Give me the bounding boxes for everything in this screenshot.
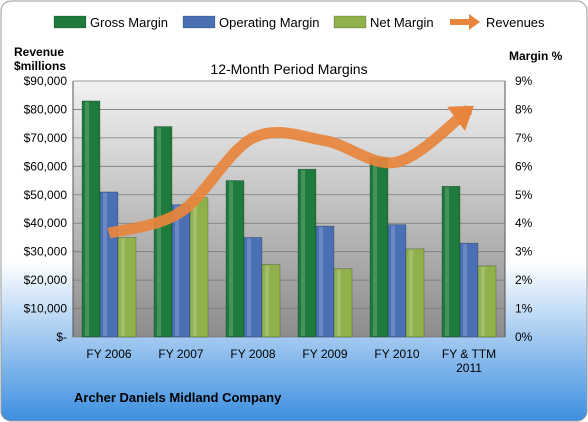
bar-highlight	[481, 266, 485, 336]
bar-gross-margin	[81, 100, 101, 338]
right-tick-label: 4%	[515, 216, 533, 230]
right-tick-label: 7%	[515, 131, 533, 145]
category-label: FY 2007	[158, 347, 203, 361]
left-axis-title-line2: $millions	[14, 59, 66, 73]
bar-highlight	[337, 269, 341, 336]
bar-highlight	[121, 238, 125, 336]
left-axis-ticks: $- $10,000 $20,000 $30,000 $40,000 $50,000 $60…	[24, 74, 68, 344]
legend-label-net-margin: Net Margin	[370, 15, 434, 30]
legend-label-operating-margin: Operating Margin	[219, 15, 319, 30]
left-tick-label: $50,000	[24, 188, 68, 202]
category-label: FY 2010	[374, 347, 419, 361]
left-tick-label: $20,000	[24, 273, 68, 287]
bar-net-margin	[117, 237, 137, 338]
bar-gross-margin	[153, 126, 173, 338]
bar-highlight	[175, 205, 179, 336]
bar-net-margin	[261, 264, 281, 338]
chart-title: 12-Month Period Margins	[210, 61, 367, 77]
right-tick-label: 2%	[515, 273, 533, 287]
legend-swatch-operating-margin	[182, 15, 216, 29]
legend-swatch-net-margin	[333, 15, 367, 29]
left-tick-label: $10,000	[24, 302, 68, 316]
plot-area	[73, 81, 505, 337]
left-tick-label: $30,000	[24, 245, 68, 259]
legend-arrow-icon	[469, 14, 480, 30]
legend-label-revenues: Revenues	[486, 15, 545, 30]
bar-operating-margin	[243, 237, 263, 338]
left-tick-label: $80,000	[24, 102, 68, 116]
category-label: 2011	[456, 361, 482, 375]
right-tick-label: 9%	[515, 74, 533, 88]
right-tick-label: 5%	[515, 188, 533, 202]
bar-gross-margin	[225, 180, 245, 338]
bar-highlight	[373, 158, 377, 336]
bar-gross-margin	[297, 168, 317, 338]
right-axis-title: Margin %	[509, 49, 563, 63]
bar-gross-margin	[369, 157, 389, 338]
bar-highlight	[301, 170, 305, 336]
bar-highlight	[85, 101, 89, 337]
right-tick-label: 0%	[515, 330, 533, 344]
bar-highlight	[247, 238, 251, 336]
left-tick-label: $40,000	[24, 216, 68, 230]
bar-highlight	[193, 198, 197, 336]
revenue-line-path	[107, 105, 473, 239]
bar-highlight	[265, 265, 269, 336]
legend: Gross Margin Operating Margin Net Margin Re…	[53, 14, 545, 30]
left-tick-label: $90,000	[24, 74, 68, 88]
bar-net-margin	[333, 268, 353, 338]
left-tick-label: $70,000	[24, 131, 68, 145]
category-labels: FY 2006 FY 2007 FY 2008 FY 2009 FY 2010 FY & …	[86, 347, 496, 375]
bar-operating-margin	[459, 242, 479, 338]
left-axis-title-line1: Revenue	[14, 45, 64, 59]
right-tick-label: 3%	[515, 245, 533, 259]
bar-operating-margin	[315, 225, 335, 338]
bar-highlight	[229, 181, 233, 336]
left-tick-label: $-	[56, 330, 67, 344]
right-axis-ticks: 0% 1% 2% 3% 4% 5% 6% 7% 8% 9%	[515, 74, 533, 344]
right-tick-label: 1%	[515, 302, 533, 316]
category-label: FY 2009	[302, 347, 347, 361]
revenue-line	[107, 105, 474, 239]
bar-net-margin	[477, 265, 497, 338]
category-label: FY 2006	[86, 347, 131, 361]
bar-gross-margin	[441, 185, 461, 338]
right-tick-label: 6%	[515, 159, 533, 173]
bar-highlight	[409, 249, 413, 336]
legend-swatch-gross-margin	[53, 15, 87, 29]
category-label: FY 2008	[230, 347, 275, 361]
bar-highlight	[463, 244, 467, 336]
bar-highlight	[319, 227, 323, 336]
bar-operating-margin	[387, 224, 407, 338]
bar-highlight	[103, 192, 107, 336]
left-tick-label: $60,000	[24, 159, 68, 173]
revenue-arrowhead	[447, 105, 474, 131]
bar-highlight	[157, 127, 161, 336]
bar-highlight	[445, 187, 449, 336]
bar-net-margin	[189, 197, 209, 338]
legend-label-gross-margin: Gross Margin	[90, 15, 168, 30]
bar-operating-margin	[99, 191, 119, 338]
right-tick-label: 8%	[515, 102, 533, 116]
bar-operating-margin	[171, 204, 191, 338]
bar-net-margin	[405, 248, 425, 338]
bar-highlight	[391, 225, 395, 336]
company-name: Archer Daniels Midland Company	[74, 390, 282, 405]
category-label: FY & TTM	[442, 347, 496, 361]
